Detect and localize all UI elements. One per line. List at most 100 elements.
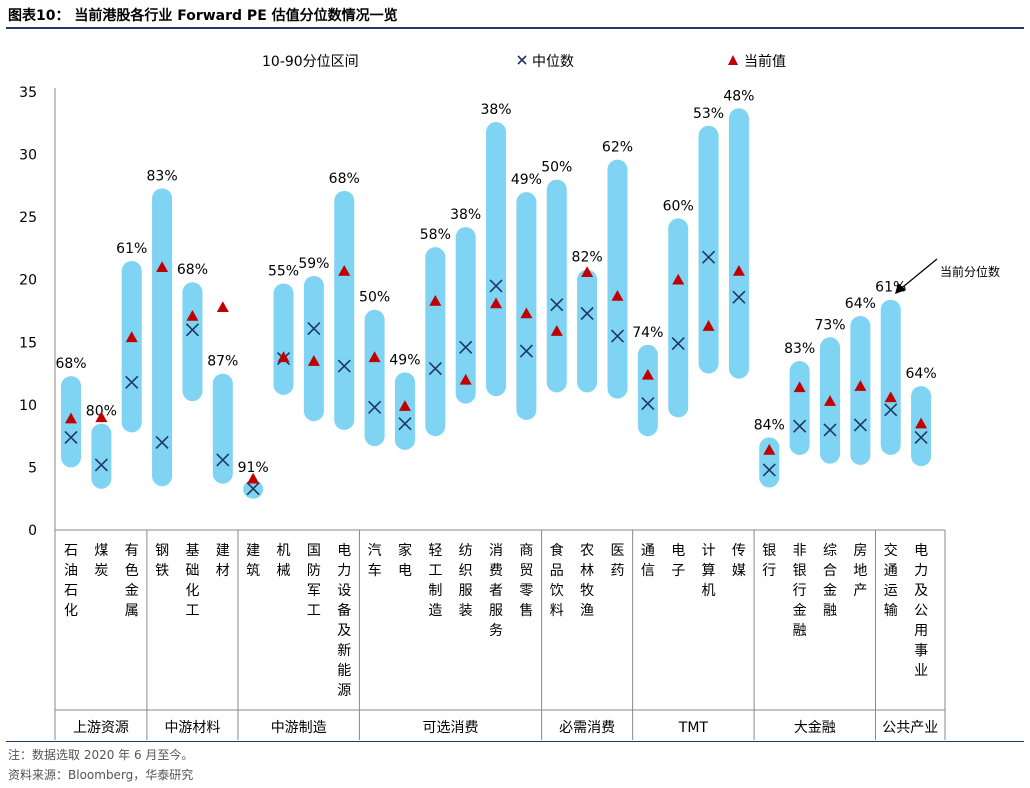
category-label: 房地产 — [853, 543, 867, 599]
median-marker — [94, 458, 108, 472]
group-label: 中游材料 — [164, 720, 220, 736]
current-marker — [307, 355, 320, 366]
median-marker — [459, 340, 473, 354]
current-marker — [550, 325, 563, 336]
range-bar — [546, 179, 567, 393]
annotation-arrow-head — [895, 283, 906, 294]
median-marker — [641, 397, 655, 411]
median-marker — [519, 344, 533, 358]
range-bars — [61, 108, 932, 499]
y-tick-label: 20 — [19, 273, 37, 289]
current-marker — [65, 412, 77, 424]
median-marker — [914, 430, 928, 444]
current-marker — [520, 307, 533, 319]
median-marker — [793, 419, 807, 433]
category-label: 家电 — [398, 542, 412, 579]
y-tick-label: 30 — [19, 148, 37, 164]
category-label: 石油石化 — [64, 543, 78, 619]
percentile-label: 53% — [693, 106, 724, 122]
percentile-label: 82% — [572, 250, 603, 266]
range-bar — [121, 260, 142, 433]
percentile-label: 64% — [906, 366, 937, 382]
current-marker — [125, 331, 138, 343]
range-bar — [455, 227, 476, 404]
current-marker — [95, 411, 108, 423]
category-label: 消费者服务 — [489, 543, 503, 639]
category-label: 电力设备及新能源 — [337, 543, 351, 699]
median-marker — [246, 482, 260, 496]
category-label: 轻工制造 — [428, 543, 442, 619]
category-label: 建材 — [216, 543, 230, 579]
current-marker — [763, 443, 776, 455]
current-marker — [247, 472, 260, 484]
current-marker — [368, 351, 381, 363]
range-bar — [698, 125, 719, 374]
range-bar — [425, 247, 446, 437]
range-bar — [516, 192, 537, 420]
footer-divider — [6, 741, 1024, 742]
range-bar — [394, 372, 415, 450]
median-marker — [185, 323, 200, 337]
percentile-label: 64% — [845, 296, 876, 312]
percentile-label: 55% — [268, 263, 299, 279]
median-marker — [489, 279, 503, 293]
title-divider — [6, 27, 1024, 29]
current-marker — [398, 400, 411, 411]
y-tick-label: 5 — [28, 460, 37, 476]
percentile-label: 38% — [450, 207, 481, 223]
range-bar — [728, 108, 749, 379]
category-label: 基础化工 — [185, 542, 199, 619]
category-label: 商贸零售 — [519, 543, 533, 619]
percentile-label: 58% — [420, 227, 451, 243]
current-marker — [884, 391, 897, 403]
median-marker — [428, 362, 442, 376]
percentile-label: 50% — [541, 160, 572, 176]
y-axis: 0 5 10 15 20 25 30 35 — [19, 85, 56, 539]
legend-range-label: 10-90分位区间 — [262, 54, 359, 70]
category-label: 交通运输 — [884, 542, 898, 619]
current-marker — [611, 289, 624, 301]
current-marker — [641, 368, 654, 380]
median-marker — [125, 375, 139, 389]
median-marker — [610, 329, 625, 343]
range-bar — [607, 159, 628, 399]
category-label: 汽车 — [368, 543, 382, 579]
category-label: 机械 — [277, 543, 291, 579]
median-marker — [823, 423, 837, 437]
category-label: 传媒 — [732, 543, 746, 579]
range-bar — [880, 299, 901, 455]
percentile-labels: 68%80%61%83%68%87%91%55%59%68%50%49%58%3… — [55, 88, 936, 476]
median-marker — [155, 435, 169, 449]
median-marker — [64, 430, 78, 444]
group-label: 公共产业 — [882, 720, 938, 736]
current-marker — [277, 351, 290, 363]
category-label: 纺织服装 — [459, 543, 473, 619]
legend-current-label: 当前值 — [744, 53, 786, 70]
chart-title: 图表10： 当前港股各行业 Forward PE 估值分位数情况一览 — [8, 8, 398, 24]
group-label: TMT — [678, 720, 709, 736]
percentile-label: 48% — [723, 88, 754, 104]
current-marker — [854, 380, 867, 391]
percentile-label: 60% — [663, 198, 694, 214]
y-tick-label: 25 — [19, 210, 37, 226]
range-bar — [91, 423, 112, 489]
range-bar — [182, 282, 203, 402]
category-label: 钢铁 — [155, 543, 169, 579]
annotation-arrow-line — [897, 258, 938, 292]
percentile-label: 62% — [602, 140, 633, 156]
percentile-label: 38% — [480, 102, 511, 118]
percentile-label: 49% — [389, 352, 420, 368]
current-markers — [65, 261, 928, 484]
range-bar — [637, 344, 658, 437]
median-marker — [550, 298, 564, 312]
current-marker — [186, 310, 199, 321]
median-marker — [337, 359, 351, 373]
current-marker — [702, 320, 715, 331]
group-label: 大金融 — [794, 720, 836, 736]
median-marker — [671, 336, 685, 351]
chart-note: 注：数据选取 2020 年 6 月至今。 — [8, 748, 194, 762]
current-marker — [338, 264, 351, 276]
percentile-label: 68% — [55, 356, 86, 372]
range-bar — [789, 361, 810, 455]
